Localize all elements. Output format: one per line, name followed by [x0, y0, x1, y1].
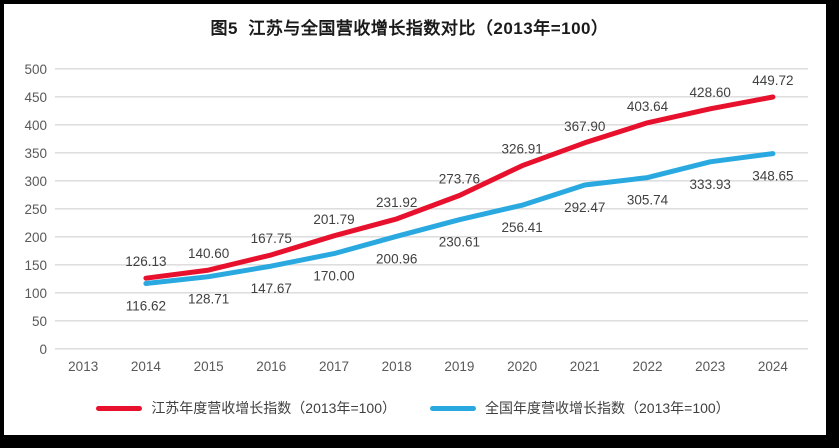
series-line-national — [143, 151, 776, 286]
x-axis-tick-label: 2015 — [194, 359, 224, 374]
x-axis-tick-label: 2024 — [758, 359, 789, 374]
y-axis-tick-label: 400 — [24, 118, 47, 133]
y-axis-tick-label: 0 — [39, 342, 47, 357]
y-axis-tick-label: 200 — [24, 230, 47, 245]
series-line-jiangsu — [143, 94, 776, 281]
data-label: 403.64 — [627, 99, 669, 114]
x-axis-tick-label: 2023 — [695, 359, 725, 374]
y-axis-tick-label: 450 — [24, 90, 47, 105]
data-label: 292.47 — [564, 200, 605, 215]
y-axis-tick-label: 250 — [24, 202, 47, 217]
data-label: 147.67 — [251, 281, 292, 296]
x-axis-tick-label: 2020 — [507, 359, 537, 374]
chart-title: 图5 江苏与全国营收增长指数对比（2013年=100） — [210, 19, 609, 38]
data-label: 167.75 — [251, 231, 292, 246]
frame-border-top — [0, 0, 839, 4]
data-label: 333.93 — [690, 177, 731, 192]
data-label: 367.90 — [564, 119, 605, 134]
data-label: 273.76 — [439, 171, 480, 186]
data-label: 348.65 — [752, 169, 793, 184]
data-label: 128.71 — [188, 292, 229, 307]
frame-border-right — [826, 0, 839, 448]
frame-border-left — [0, 0, 4, 448]
y-axis-tick-label: 100 — [24, 286, 47, 301]
data-label: 256.41 — [501, 220, 542, 235]
x-axis-tick-label: 2022 — [632, 359, 662, 374]
x-axis-tick-label: 2019 — [444, 359, 474, 374]
data-label: 231.92 — [376, 195, 417, 210]
y-axis-tick-label: 350 — [24, 146, 47, 161]
data-label: 449.72 — [752, 73, 793, 88]
data-label: 126.13 — [125, 254, 166, 269]
data-label: 305.74 — [627, 193, 669, 208]
y-axis-tick-label: 150 — [24, 258, 47, 273]
y-axis-tick-label: 500 — [24, 62, 47, 77]
legend-item-jiangsu: 江苏年度营收增长指数（2013年=100） — [96, 398, 396, 418]
chart-legend: 江苏年度营收增长指数（2013年=100） 全国年度营收增长指数（2013年=1… — [0, 398, 826, 418]
x-axis-tick-label: 2017 — [319, 359, 349, 374]
legend-label-jiangsu: 江苏年度营收增长指数（2013年=100） — [151, 400, 396, 416]
x-axis-tick-label: 2021 — [570, 359, 600, 374]
data-label: 326.91 — [501, 142, 542, 157]
y-axis-tick-label: 50 — [32, 314, 47, 329]
legend-item-national: 全国年度营收增长指数（2013年=100） — [430, 398, 730, 418]
y-axis-tick-label: 300 — [24, 174, 47, 189]
data-label: 116.62 — [126, 298, 166, 313]
frame-border-bottom — [0, 435, 839, 448]
x-axis-tick-label: 2014 — [131, 359, 162, 374]
data-label: 230.61 — [439, 235, 480, 250]
data-label: 140.60 — [188, 246, 229, 261]
legend-line-swatch-jiangsu — [96, 405, 143, 411]
x-axis-tick-label: 2018 — [382, 359, 412, 374]
x-axis-tick-label: 2016 — [256, 359, 286, 374]
data-label: 170.00 — [313, 269, 354, 284]
data-label: 200.96 — [376, 251, 417, 266]
x-axis-tick-label: 2013 — [68, 359, 98, 374]
legend-line-swatch-national — [430, 405, 476, 411]
data-label: 201.79 — [313, 212, 354, 227]
data-label: 428.60 — [690, 85, 731, 100]
legend-label-national: 全国年度营收增长指数（2013年=100） — [485, 400, 730, 416]
